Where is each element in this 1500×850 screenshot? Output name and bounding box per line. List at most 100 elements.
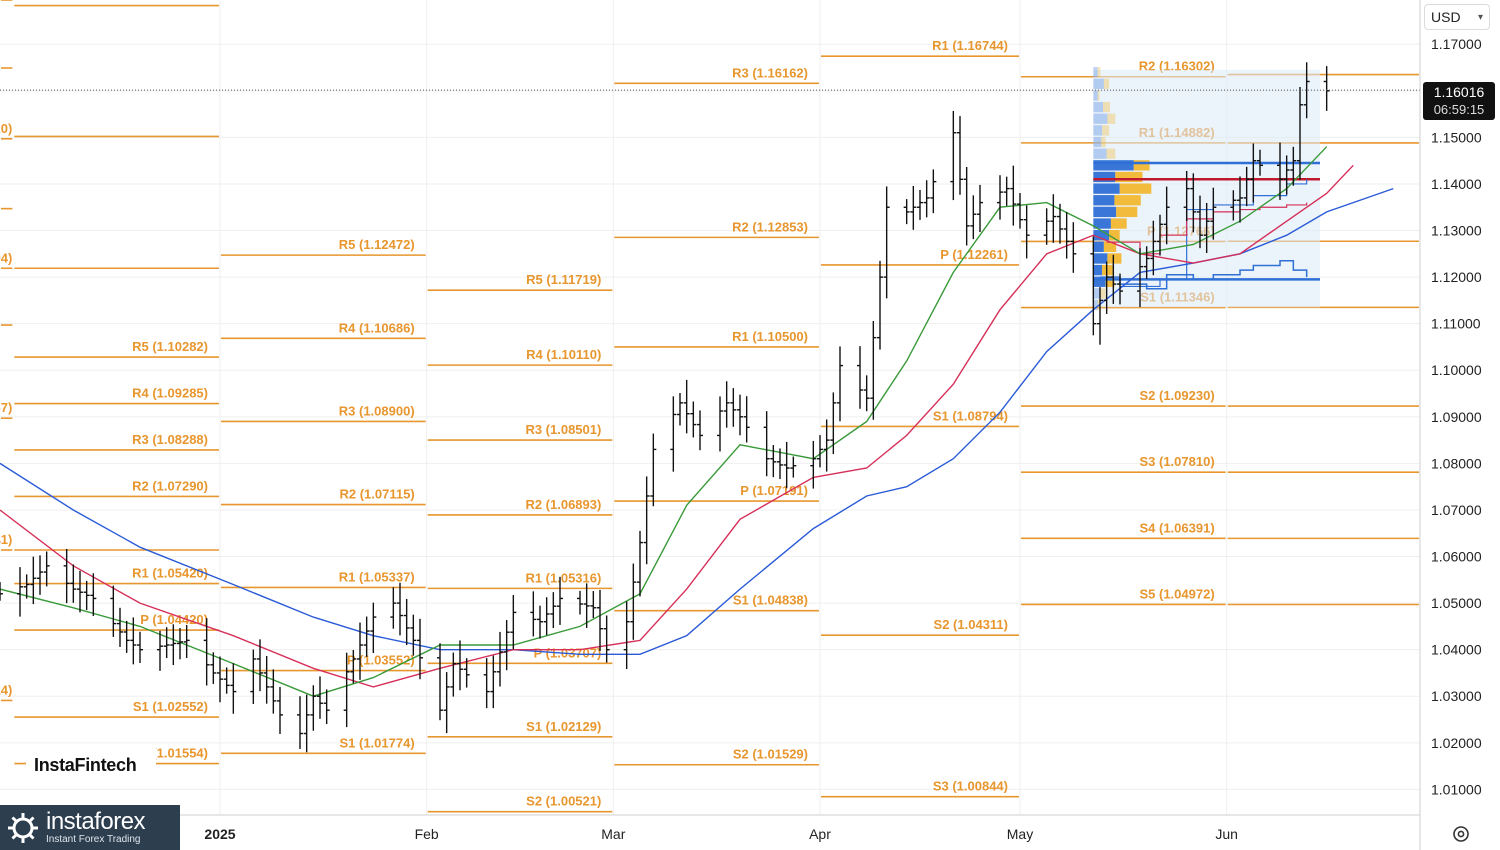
pivot-label: P (1.03552) [347, 653, 415, 668]
ohlc-bar [770, 445, 777, 478]
volume-bar-sell [1115, 171, 1143, 183]
volume-bar-sell [1116, 206, 1138, 218]
pivot-label: P (1.07191) [740, 483, 808, 498]
ohlc-bar [70, 564, 77, 603]
ohlc-bar [1190, 173, 1197, 233]
volume-bar-buy [1093, 264, 1103, 276]
ohlc-bar [1117, 273, 1123, 305]
x-tick-label: Mar [601, 826, 625, 842]
ohlc-bar [177, 628, 183, 660]
ohlc-bar [83, 580, 90, 611]
pivot-label: P (1.12261) [940, 247, 1008, 262]
y-tick-label: 1.07000 [1431, 502, 1482, 518]
pivot-label: S1 (1.02129) [526, 719, 601, 734]
ohlc-bar [530, 591, 537, 637]
pivot-label: R3 (1.16162) [732, 65, 808, 80]
pivot-label: 914) [0, 682, 12, 697]
ohlc-bar [117, 607, 123, 647]
chevron-down-icon: ▾ [1477, 11, 1483, 23]
ohlc-bar [1243, 166, 1250, 207]
ohlc-bar [670, 396, 677, 472]
ohlc-bar [303, 694, 310, 753]
ohlc-bar [277, 686, 283, 735]
pivot-label: R3 (1.08501) [525, 422, 601, 437]
volume-profile [1093, 67, 1320, 311]
ohlc-bar [257, 639, 263, 692]
volume-bar-sell [1103, 241, 1117, 252]
ohlc-bar [583, 583, 590, 628]
ohlc-bar [443, 672, 450, 734]
pivot-label: R2 (1.07290) [132, 478, 208, 493]
volume-bar-sell [1097, 90, 1100, 101]
ohlc-bar [743, 396, 750, 443]
pivot-label: 967) [0, 400, 12, 415]
ohlc-bar [370, 602, 377, 654]
pivot-label: R5 (1.11719) [526, 272, 601, 287]
x-tick-label: Apr [809, 826, 831, 842]
volume-bar-buy [1093, 195, 1115, 206]
ohlc-bar [597, 589, 603, 651]
ohlc-bars [0, 62, 1330, 753]
ohlc-bar [1103, 261, 1110, 314]
y-tick-label: 1.04000 [1431, 642, 1482, 658]
ohlc-bar [297, 696, 303, 749]
volume-bar-buy [1093, 113, 1108, 124]
ohlc-bar [263, 655, 270, 704]
currency-label: USD [1431, 9, 1461, 25]
pivot-label: 020) [0, 121, 12, 136]
currency-selector[interactable]: USD ▾ [1424, 4, 1490, 30]
pivot-label: S2 (1.01529) [733, 747, 808, 762]
pivot-label: R1 (1.05420) [132, 566, 208, 581]
ohlc-bar [1143, 246, 1150, 279]
volume-bar-buy [1093, 288, 1101, 299]
ohlc-bar [63, 548, 70, 604]
ohlc-bar [997, 175, 1003, 220]
ohlc-bar [1163, 186, 1170, 245]
pivot-label: R1 (1.16744) [932, 38, 1008, 53]
x-tick-label: 2025 [204, 826, 235, 842]
ohlc-bar [1017, 193, 1023, 229]
ohlc-bar [230, 663, 237, 714]
ohlc-bar [410, 614, 417, 656]
ohlc-bar [857, 346, 863, 409]
pivot-label: R4 (1.10686) [339, 320, 415, 335]
ohlc-bar [1210, 187, 1217, 240]
ohlc-bar [170, 624, 177, 666]
settings-icon[interactable] [1450, 823, 1472, 845]
ohlc-bar [1303, 62, 1310, 119]
ohlc-bar [210, 652, 217, 684]
pivot-label: S2 (1.00521) [526, 794, 601, 809]
volume-bar-buy [1093, 253, 1108, 264]
last-price-value: 1.16016 [1433, 84, 1485, 100]
ohlc-bar [350, 649, 357, 684]
ohlc-bar [403, 598, 410, 646]
volume-bar-buy [1093, 101, 1103, 113]
ohlc-bar [1057, 203, 1063, 244]
ohlc-bar [130, 617, 137, 665]
ohlc-bar [317, 676, 323, 719]
y-tick-label: 1.01000 [1431, 781, 1482, 797]
volume-bar-buy [1093, 276, 1106, 287]
pivot-label: R2 (1.12853) [732, 219, 808, 234]
volume-bar-buy [1093, 67, 1098, 78]
ohlc-bar [417, 618, 423, 680]
volume-bar-buy [1093, 218, 1111, 229]
ohlc-bar [450, 652, 457, 697]
ohlc-bar [957, 116, 963, 195]
ohlc-bar [777, 448, 783, 480]
ohlc-bar [950, 110, 957, 201]
ohlc-bar [43, 551, 50, 587]
ohlc-bar [550, 592, 557, 629]
ohlc-bar [510, 595, 517, 650]
ohlc-bar [970, 195, 977, 240]
volume-bar-sell [1133, 160, 1150, 171]
ohlc-bar [1297, 86, 1303, 180]
ohlc-bar [1090, 236, 1097, 336]
x-tick-label: Jun [1215, 826, 1238, 842]
ohlc-bar [457, 640, 463, 691]
bar-countdown: 06:59:15 [1433, 102, 1485, 117]
ohlc-bar [1283, 155, 1290, 195]
pivot-label: (1.01554) [152, 746, 208, 761]
ohlc-bar [810, 440, 817, 489]
